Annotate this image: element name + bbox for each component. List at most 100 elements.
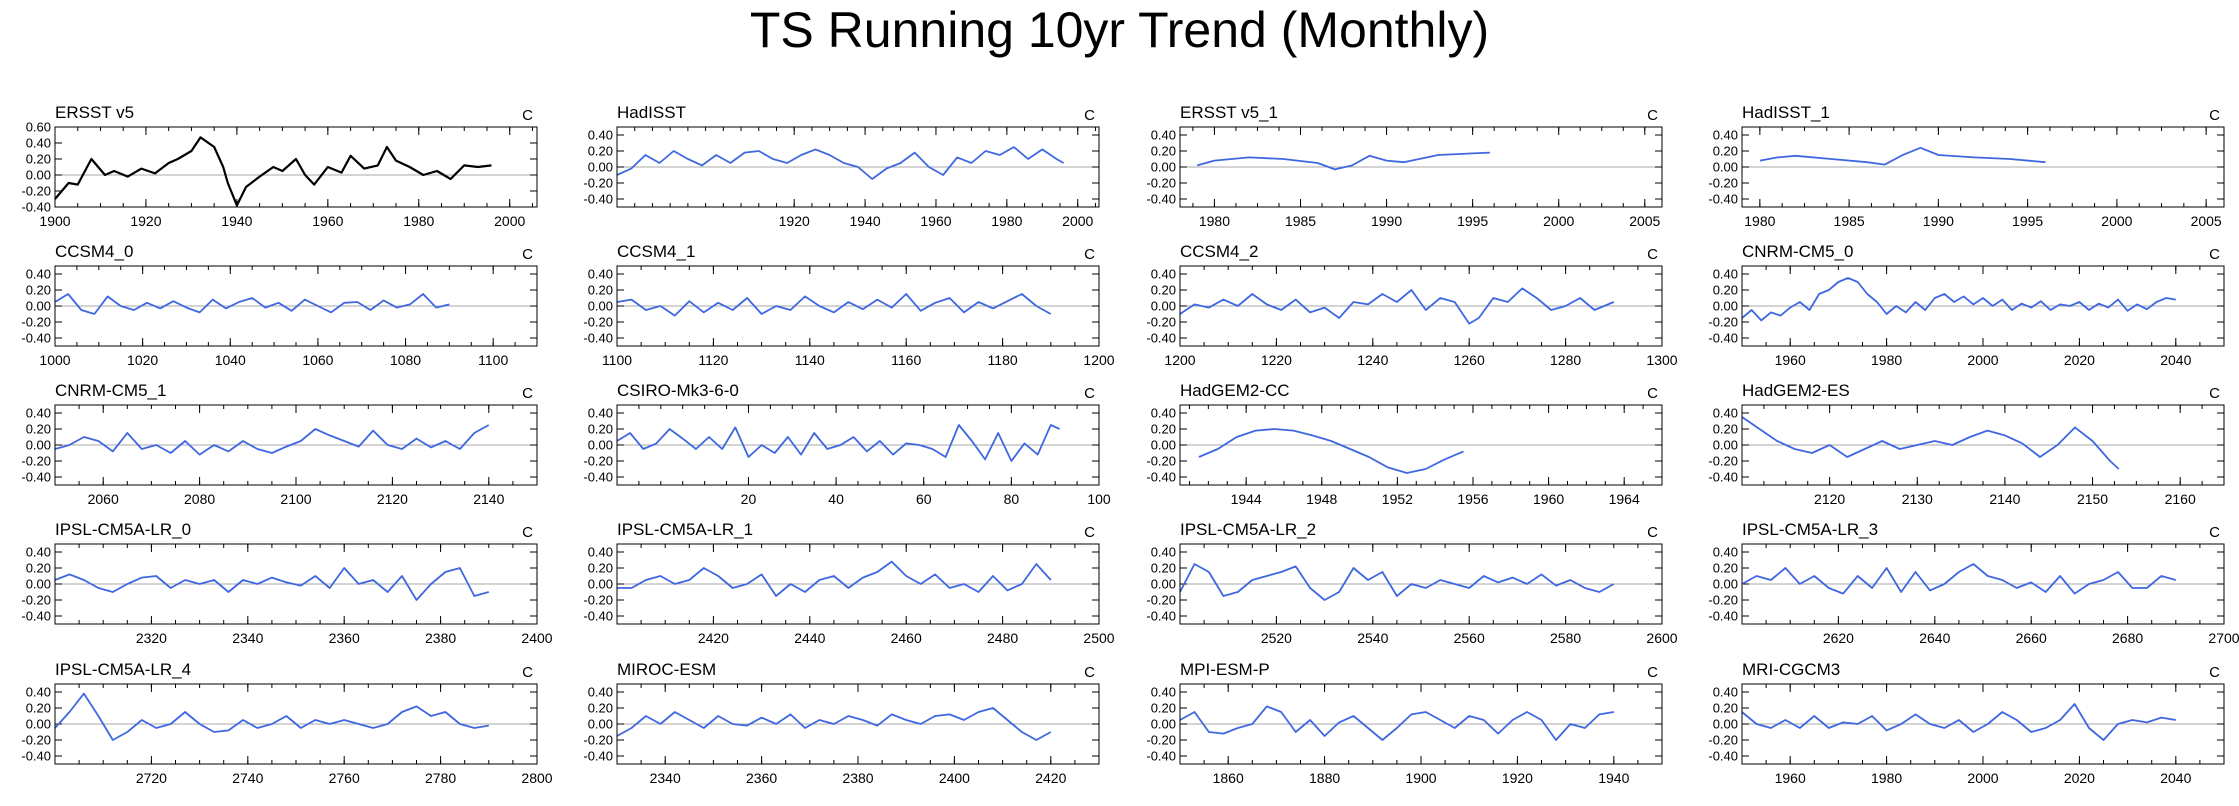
plot-frame [616,404,1100,486]
subplot: ERSST v5_1 C -0.40-0.200.000.200.40 1980 198… [1146,103,1663,229]
y-tick-label: 0.00 [1713,438,1738,453]
x-tick-label: 1990 [1371,213,1402,229]
subplot-title: IPSL-CM5A-LR_4 [55,660,191,679]
plot-frame [616,265,1100,347]
y-tick-label: -0.20 [1708,593,1738,608]
x-tick-label: 2080 [184,491,215,507]
x-tick-label: 2500 [1083,630,1114,646]
x-tick-label: 60 [916,491,932,507]
y-tick-label: 0.20 [588,701,613,716]
x-tick-label: 2000 [494,213,525,229]
subplot: IPSL-CM5A-LR_0 C -0.40-0.200.000.200.40 232… [21,520,552,646]
x-tick-label: 2580 [1550,630,1581,646]
series-line [54,293,450,315]
x-tick-label: 1995 [1457,213,1488,229]
x-tick-label: 2360 [329,630,360,646]
y-tick-label: -0.40 [1708,470,1738,485]
y-tick-label: -0.20 [583,315,613,330]
x-tick-label: 2420 [698,630,729,646]
series-line [616,146,1065,180]
subplot-title: HadGEM2-ES [1742,381,1850,400]
x-tick-label: 1956 [1457,491,1488,507]
y-tick-label: 0.00 [1713,717,1738,732]
x-tick-label: 1940 [1598,770,1629,786]
subplot-unit: C [2209,664,2220,681]
x-tick-label: 1960 [920,213,951,229]
y-tick-label: -0.40 [1146,609,1176,624]
subplot: MPI-ESM-P C -0.40-0.200.000.200.40 1860 1880… [1146,660,1663,786]
x-tick-label: 2130 [1902,491,1933,507]
y-tick-label: 0.00 [588,717,613,732]
x-tick-label: 100 [1087,491,1111,507]
y-tick-label: -0.40 [1146,331,1176,346]
y-tick-label: 0.20 [1713,144,1738,159]
x-tick-label: 2000 [1543,213,1574,229]
y-tick-label: -0.20 [583,733,613,748]
y-tick-label: 0.40 [26,267,51,282]
y-tick-label: 0.00 [26,717,51,732]
y-tick-label: 0.40 [588,406,613,421]
series-line [1179,705,1614,741]
x-tick-label: 1980 [403,213,434,229]
series-line [1759,146,2046,166]
subplot-unit: C [522,107,533,124]
y-tick-label: 0.40 [1151,128,1176,143]
plot-frame [1741,683,2225,765]
subplot-title: CSIRO-Mk3-6-0 [617,381,739,400]
y-tick-label: 0.20 [1151,701,1176,716]
subplot: HadISST_1 C -0.40-0.200.000.200.40 1980 1985… [1708,103,2225,229]
y-tick-label: 0.00 [1151,160,1176,175]
subplot-title: MPI-ESM-P [1180,660,1270,679]
x-tick-label: 1140 [795,352,825,368]
y-tick-label: 0.20 [1151,283,1176,298]
y-tick-label: 0.20 [588,144,613,159]
x-tick-label: 1040 [215,352,246,368]
y-tick-label: 0.20 [1151,422,1176,437]
subplot-title: ERSST v5_1 [1180,103,1278,122]
y-tick-label: -0.20 [21,454,51,469]
subplot-title: HadISST_1 [1742,103,1830,122]
y-tick-label: -0.40 [21,470,51,485]
x-tick-label: 1980 [1871,352,1902,368]
y-tick-label: -0.40 [583,609,613,624]
y-tick-label: 0.40 [26,685,51,700]
subplot-title: MIROC-ESM [617,660,716,679]
x-tick-label: 2020 [2064,770,2095,786]
y-tick-label: 0.20 [26,422,51,437]
subplot: HadGEM2-CC C -0.40-0.200.000.200.40 1944 194… [1146,381,1663,507]
subplot-unit: C [2209,246,2220,263]
x-tick-label: 2800 [521,770,552,786]
x-tick-label: 1020 [127,352,158,368]
subplot-title: CCSM4_1 [617,242,695,261]
x-tick-label: 1964 [1609,491,1640,507]
x-tick-label: 1920 [779,213,810,229]
y-tick-label: -0.40 [583,749,613,764]
x-tick-label: 1995 [2012,213,2043,229]
x-tick-label: 1860 [1213,770,1244,786]
subplot: CCSM4_0 C -0.40-0.200.000.200.40 1000 1020 10… [21,242,538,368]
subplot-unit: C [2209,385,2220,402]
y-tick-label: -0.40 [21,331,51,346]
subplot: HadGEM2-ES C -0.40-0.200.000.200.40 2120 213… [1708,381,2225,507]
y-tick-label: 0.00 [1713,577,1738,592]
subplot-unit: C [1647,246,1658,263]
y-tick-label: 0.40 [1713,685,1738,700]
y-tick-label: 0.40 [1151,685,1176,700]
subplot-title: HadGEM2-CC [1180,381,1290,400]
x-tick-label: 1980 [991,213,1022,229]
y-tick-label: 0.40 [1713,128,1738,143]
subplot: CCSM4_1 C -0.40-0.200.000.200.40 1100 1120 11… [583,242,1114,368]
x-tick-label: 2000 [1967,770,1998,786]
x-tick-label: 2720 [136,770,167,786]
y-tick-label: -0.40 [1708,331,1738,346]
subplot-unit: C [1084,385,1095,402]
x-tick-label: 1300 [1646,352,1677,368]
plot-frame [54,683,538,765]
subplot-unit: C [1647,385,1658,402]
series-line [54,567,490,601]
x-tick-label: 1985 [1834,213,1865,229]
y-tick-label: 0.40 [588,128,613,143]
series-line [1179,563,1615,601]
y-tick-label: -0.20 [1146,733,1176,748]
